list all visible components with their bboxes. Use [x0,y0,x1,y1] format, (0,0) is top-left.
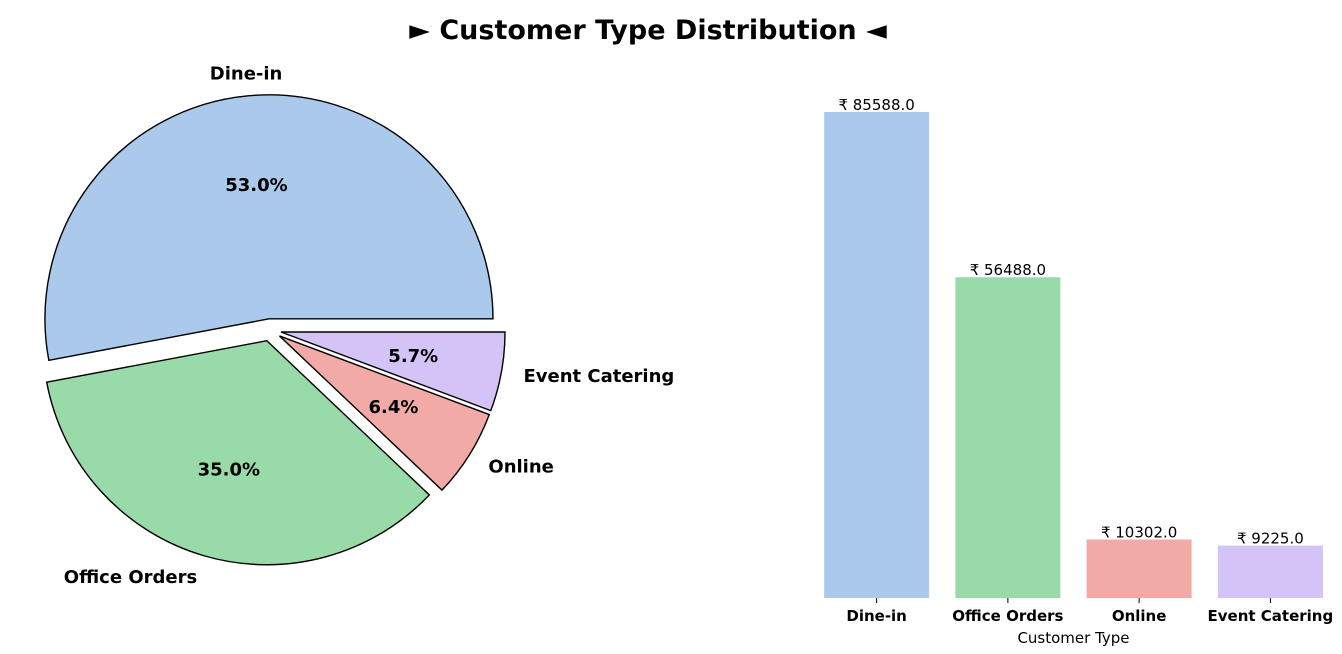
bar-event-catering [1217,545,1323,598]
pie-label-office-orders: Office Orders [64,567,197,588]
pie-label-dine-in: Dine-in [210,64,283,85]
bar-value-office-orders: ₹ 56488.0 [970,261,1046,279]
x-tick-label-event-catering: Event Catering [1208,607,1334,625]
x-tick-label-online: Online [1112,607,1167,625]
pie-chart: 53.0% Dine-in 35.0% Office Orders 6.4% Online… [44,64,674,588]
pie-slice-office-orders [45,339,431,566]
bar-office-orders [955,277,1061,598]
bar-dine-in [824,112,930,598]
x-tick-label-dine-in: Dine-in [846,607,907,625]
x-axis-label: Customer Type [1017,629,1129,647]
bar-online [1086,539,1192,598]
bar-value-event-catering: ₹ 9225.0 [1237,530,1304,548]
bar-chart: ₹ 85588.0 Dine-in ₹ 56488.0 Office Orders ₹ … [824,96,1333,647]
pie-percent-dine-in: 53.0% [225,175,287,196]
pie-percent-event-catering: 5.7% [388,346,438,367]
bar-value-online: ₹ 10302.0 [1101,524,1177,542]
pie-label-online: Online [488,457,553,478]
bar-value-dine-in: ₹ 85588.0 [838,96,914,114]
pie-slice-dine-in [44,94,494,362]
figure-title: ► Customer Type Distribution ◄ [409,15,887,46]
pie-label-event-catering: Event Catering [523,366,674,387]
pie-percent-office-orders: 35.0% [198,460,260,481]
x-tick-label-office-orders: Office Orders [952,607,1063,625]
pie-slice-event-catering [280,331,506,412]
pie-slice-online [279,335,491,492]
pie-percent-online: 6.4% [368,397,418,418]
